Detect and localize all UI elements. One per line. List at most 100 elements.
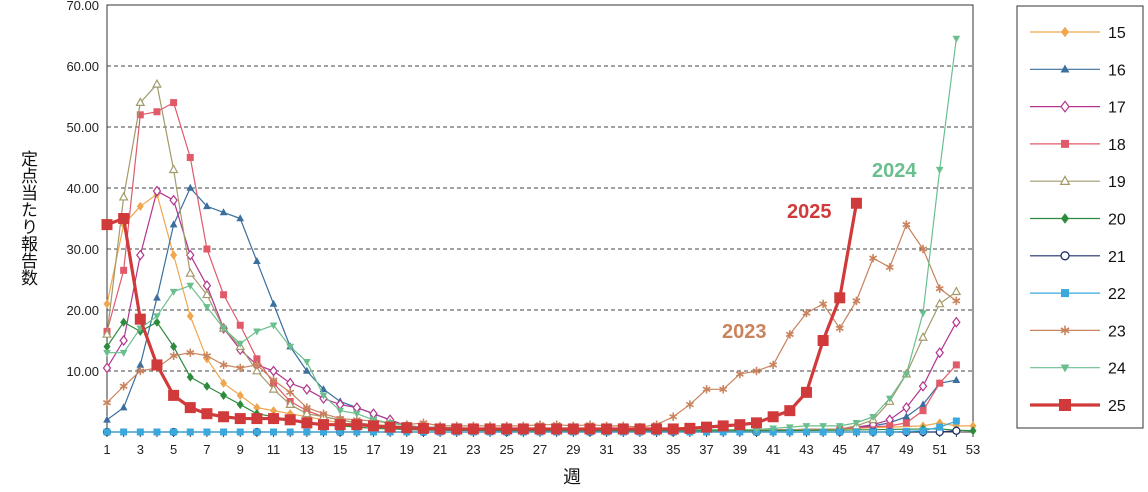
data-point [351,419,363,431]
data-point [186,372,194,382]
legend-marker [1060,100,1070,113]
data-point [203,428,211,436]
data-point [220,378,228,388]
data-point [186,282,195,290]
data-point [869,413,877,421]
data-point [918,332,928,341]
legend-item: 23 [1030,323,1126,340]
legend-label: 22 [1108,286,1126,303]
y-axis-label: 定点当たり報告数 [17,150,38,286]
data-point [835,324,844,333]
legend-item: 22 [1030,286,1126,303]
data-point [220,428,228,436]
series-line-19 [106,83,957,432]
x-tick-label: 39 [733,442,747,457]
data-point [601,423,613,435]
data-point [302,403,311,412]
data-point [270,406,278,416]
data-point [717,420,729,432]
data-point [701,421,713,433]
series-19 [102,78,962,435]
data-point [168,389,180,401]
x-tick-label: 25 [499,442,513,457]
data-point [534,423,546,435]
data-point [136,249,145,261]
data-point [186,428,194,436]
x-tick-label: 3 [137,442,144,457]
data-point [269,299,278,307]
data-point [120,428,128,436]
data-point [118,191,129,201]
data-point [969,421,977,431]
data-point [584,423,596,435]
legend-label: 15 [1108,25,1126,42]
data-point [935,166,944,174]
data-point [952,35,961,43]
data-point [769,425,778,433]
x-tick-label: 23 [466,442,480,457]
x-tick-label: 5 [170,442,177,457]
data-point [253,328,261,336]
data-point [952,316,961,328]
series-group [101,35,977,437]
legend-label: 25 [1108,398,1126,415]
data-point [451,423,463,435]
data-point [353,428,361,436]
data-point [752,366,761,376]
data-point [318,419,329,431]
legend-marker [1061,139,1069,148]
data-point [517,423,529,435]
data-point [902,402,911,414]
x-axis-ticks: 1 3 5 7 9 11 13 15 17 19 21 23 25 27 29 31 33 35 37 39 41 43 4… [103,432,980,457]
data-point [919,407,927,415]
data-point [153,313,161,321]
data-point [253,355,261,363]
data-point [484,423,496,435]
data-point [702,385,711,394]
data-point [952,361,960,369]
x-tick-label: 19 [400,442,414,457]
data-point [203,202,211,210]
series-16 [103,183,961,433]
data-point [284,414,296,426]
data-point [919,427,927,435]
series-line-16 [106,187,957,431]
x-tick-label: 1 [103,442,110,457]
data-point [852,428,860,436]
data-point [551,423,563,435]
data-point [919,310,927,318]
data-point [202,280,212,292]
data-point [752,426,761,434]
data-point [219,325,228,333]
data-point [236,321,244,329]
legend-item: 18 [1030,137,1126,154]
data-point [119,349,128,357]
x-tick-label: 21 [433,442,447,457]
data-point [136,111,144,119]
data-point [151,359,163,371]
data-point [170,99,178,107]
legend-label: 17 [1108,100,1126,117]
data-point [103,349,111,357]
data-point [934,298,945,308]
data-point [936,423,944,431]
data-point [685,400,694,409]
x-tick-label: 51 [932,442,946,457]
data-point [119,334,128,347]
data-point [136,366,145,376]
data-point [384,421,396,433]
data-point [253,428,261,436]
data-point [120,266,128,274]
data-point [202,289,212,299]
data-point [784,405,796,417]
data-point [186,311,194,321]
x-tick-label: 33 [633,442,647,457]
data-point [352,410,361,418]
data-point [719,428,727,436]
data-point [269,375,278,385]
data-point [734,419,746,431]
series-25 [101,197,862,435]
x-tick-label: 27 [533,442,547,457]
x-tick-label: 47 [866,442,880,457]
